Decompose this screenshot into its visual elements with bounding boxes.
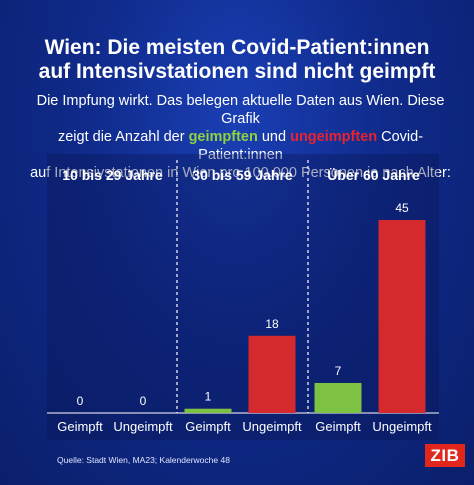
data-label: 18	[265, 317, 279, 331]
source-note: Quelle: Stadt Wien, MA23; Kalenderwoche …	[57, 455, 230, 465]
category-label: Ungeimpft	[242, 419, 302, 434]
group-label: 30 bis 59 Jahre	[192, 167, 293, 183]
category-label: Geimpft	[57, 419, 103, 434]
data-label: 0	[140, 394, 147, 408]
intro-unvaccinated-word: ungeimpften	[290, 129, 378, 145]
category-label: Geimpft	[185, 419, 231, 434]
intro-vaccinated-word: geimpften	[188, 129, 258, 145]
bar-unvaccinated	[378, 220, 426, 413]
intro-line-2-pre: zeigt die Anzahl der	[57, 129, 189, 145]
title-line-1: Wien: Die meisten Covid-Patient:innen	[44, 36, 430, 59]
data-label: 0	[77, 394, 84, 408]
zib-logo: ZIB	[425, 444, 465, 467]
title-line-2: auf Intensivstationen sind nicht geimpft	[38, 60, 436, 83]
bar-vaccinated	[314, 382, 362, 413]
data-label: 1	[205, 390, 212, 404]
chart-panel	[47, 154, 439, 440]
intro-line-2-post: Covid-Patient:innen	[198, 129, 424, 163]
chart-title: Wien: Die meisten Covid-Patient:innen au…	[0, 36, 474, 84]
intro-line-2-mid: und	[257, 129, 291, 145]
data-label: 7	[335, 364, 342, 378]
bar-vaccinated	[184, 408, 232, 413]
intro-text: Die Impfung wirkt. Das belegen aktuelle …	[18, 92, 463, 182]
category-label: Geimpft	[315, 419, 361, 434]
group-label: 10 bis 29 Jahre	[62, 167, 163, 183]
bar-unvaccinated	[248, 335, 296, 413]
intro-line-2: zeigt die Anzahl der geimpften und ungei…	[18, 128, 463, 164]
category-label: Ungeimpft	[113, 419, 173, 434]
intro-line-1: Die Impfung wirkt. Das belegen aktuelle …	[36, 93, 445, 127]
intro-line-3: auf Intensivstationen in Wien pro 100.00…	[30, 165, 451, 181]
category-label: Ungeimpft	[372, 419, 432, 434]
group-label: Über 60 Jahre	[327, 167, 420, 183]
data-label: 45	[395, 201, 409, 215]
